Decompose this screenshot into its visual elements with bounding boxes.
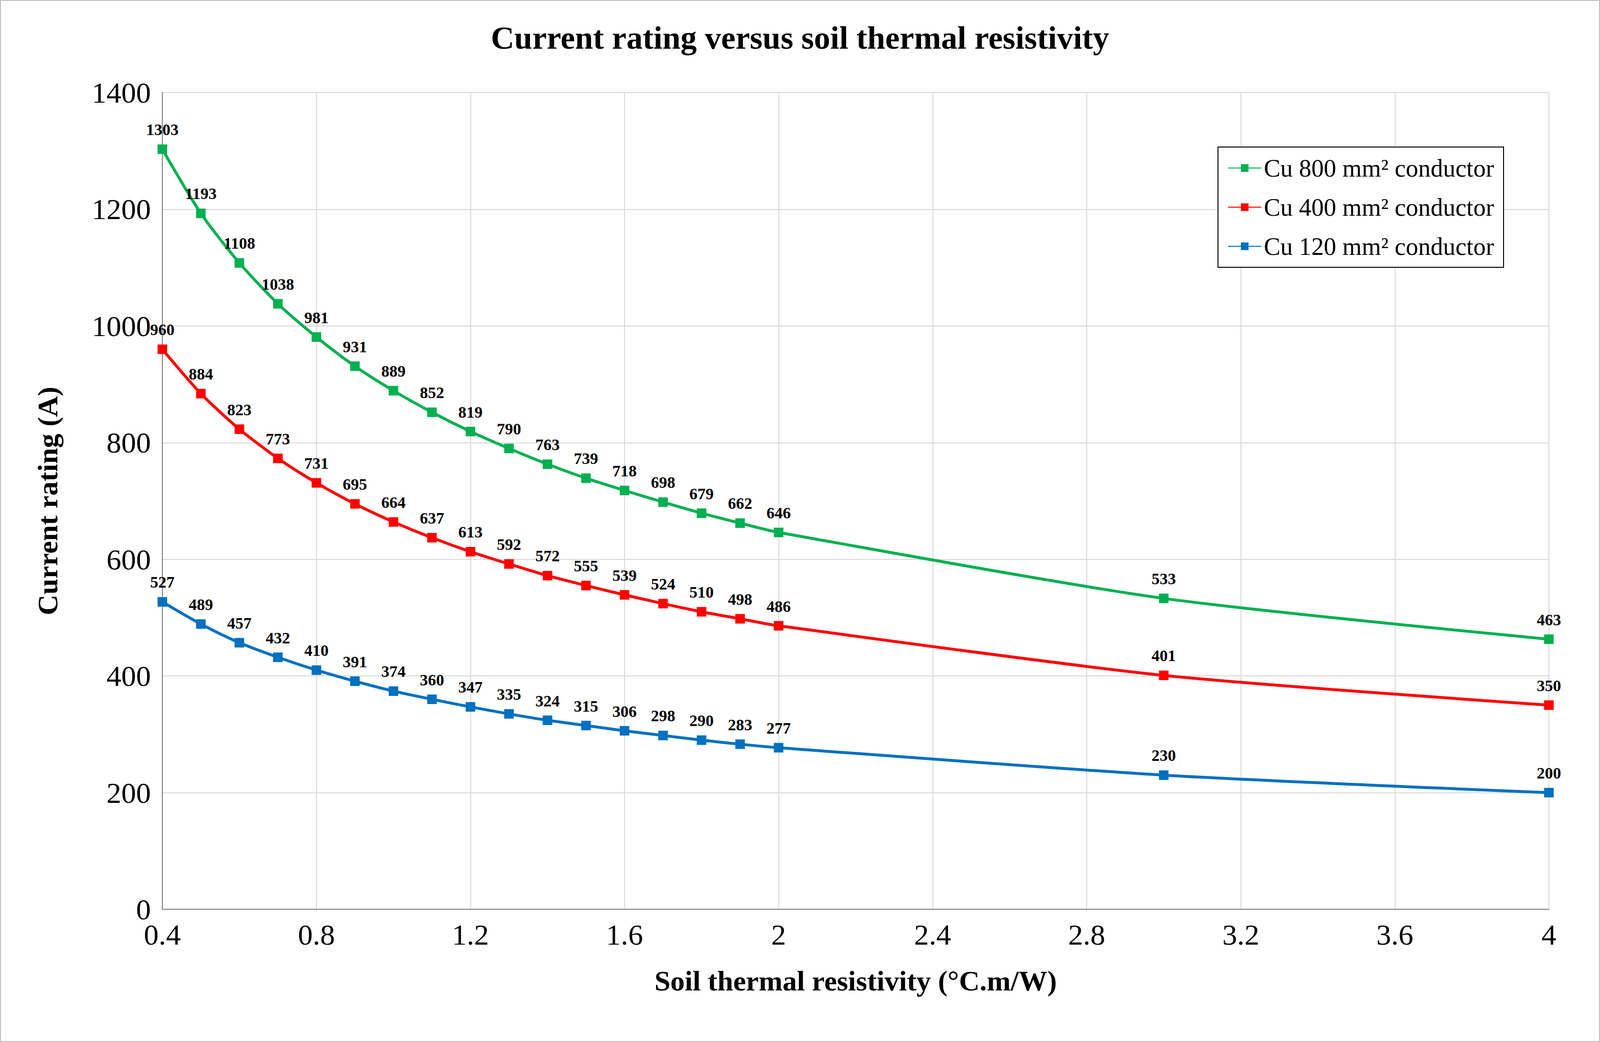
svg-text:3.2: 3.2 — [1222, 918, 1260, 952]
svg-text:555: 555 — [573, 557, 599, 575]
svg-text:2.8: 2.8 — [1068, 918, 1106, 952]
svg-text:931: 931 — [342, 338, 368, 356]
svg-text:1108: 1108 — [223, 234, 255, 253]
svg-text:889: 889 — [381, 362, 406, 381]
svg-text:0.8: 0.8 — [297, 918, 336, 952]
svg-text:Current rating (A): Current rating (A) — [31, 386, 64, 616]
svg-text:350: 350 — [1536, 677, 1562, 695]
svg-text:298: 298 — [650, 707, 676, 725]
svg-text:200: 200 — [1536, 764, 1562, 783]
svg-text:1200: 1200 — [91, 192, 151, 226]
svg-text:1.2: 1.2 — [452, 918, 489, 952]
svg-text:1000: 1000 — [91, 309, 151, 343]
svg-text:0.4: 0.4 — [143, 918, 181, 952]
svg-text:Cu 800 mm² conductor: Cu 800 mm² conductor — [1263, 154, 1495, 182]
svg-text:1.6: 1.6 — [605, 918, 644, 952]
svg-text:695: 695 — [342, 475, 368, 494]
svg-text:486: 486 — [766, 597, 791, 616]
svg-text:637: 637 — [419, 509, 445, 528]
svg-text:790: 790 — [497, 420, 522, 438]
svg-text:539: 539 — [612, 566, 637, 585]
svg-text:489: 489 — [188, 595, 213, 614]
svg-text:391: 391 — [342, 653, 368, 671]
svg-text:679: 679 — [689, 485, 714, 503]
svg-text:432: 432 — [265, 629, 291, 647]
svg-text:0: 0 — [136, 893, 151, 926]
svg-text:524: 524 — [650, 575, 676, 594]
svg-text:457: 457 — [227, 614, 252, 633]
svg-text:Cu 400 mm² conductor: Cu 400 mm² conductor — [1263, 193, 1495, 222]
svg-text:2: 2 — [771, 918, 786, 952]
svg-text:498: 498 — [728, 590, 753, 609]
svg-text:374: 374 — [381, 662, 406, 681]
svg-text:960: 960 — [150, 320, 175, 339]
svg-text:718: 718 — [612, 462, 637, 480]
svg-text:763: 763 — [535, 435, 560, 454]
svg-text:335: 335 — [497, 685, 522, 704]
svg-text:533: 533 — [1151, 570, 1177, 588]
svg-text:283: 283 — [728, 716, 753, 734]
svg-text:773: 773 — [265, 430, 291, 448]
svg-text:800: 800 — [106, 426, 151, 459]
svg-text:324: 324 — [535, 692, 560, 710]
svg-text:Cu 120 mm² conductor: Cu 120 mm² conductor — [1263, 233, 1495, 261]
svg-text:592: 592 — [497, 535, 522, 554]
svg-text:315: 315 — [573, 697, 599, 716]
svg-text:739: 739 — [573, 449, 599, 468]
svg-text:662: 662 — [728, 494, 753, 513]
svg-text:572: 572 — [535, 547, 560, 565]
svg-text:1400: 1400 — [91, 76, 151, 109]
svg-text:1193: 1193 — [185, 184, 217, 203]
svg-text:852: 852 — [419, 383, 445, 402]
svg-text:527: 527 — [150, 573, 175, 592]
svg-text:Soil thermal resistivity (°C.m: Soil thermal resistivity (°C.m/W) — [654, 965, 1058, 997]
svg-text:4: 4 — [1541, 918, 1557, 952]
svg-text:277: 277 — [766, 719, 791, 738]
svg-text:400: 400 — [106, 659, 151, 693]
svg-text:510: 510 — [689, 583, 714, 602]
svg-text:823: 823 — [227, 401, 252, 419]
svg-text:664: 664 — [381, 493, 406, 512]
svg-text:613: 613 — [458, 523, 483, 541]
svg-text:Current rating versus soil the: Current rating versus soil thermal resis… — [490, 19, 1110, 56]
svg-text:3.6: 3.6 — [1376, 918, 1414, 952]
svg-text:360: 360 — [419, 671, 445, 689]
svg-text:1038: 1038 — [261, 275, 295, 294]
svg-text:698: 698 — [650, 473, 676, 492]
svg-text:410: 410 — [304, 641, 329, 660]
svg-text:1303: 1303 — [146, 120, 179, 139]
svg-text:646: 646 — [766, 504, 791, 522]
svg-text:200: 200 — [106, 776, 151, 810]
svg-text:230: 230 — [1151, 746, 1177, 765]
svg-text:347: 347 — [458, 678, 483, 697]
svg-text:981: 981 — [304, 308, 329, 327]
svg-text:463: 463 — [1536, 611, 1562, 629]
svg-text:884: 884 — [188, 365, 213, 383]
svg-text:600: 600 — [106, 543, 151, 576]
svg-text:2.4: 2.4 — [914, 918, 952, 952]
svg-text:290: 290 — [689, 711, 714, 730]
svg-text:731: 731 — [304, 454, 329, 473]
svg-text:306: 306 — [612, 702, 637, 721]
svg-text:819: 819 — [458, 403, 483, 422]
svg-text:401: 401 — [1151, 646, 1177, 665]
